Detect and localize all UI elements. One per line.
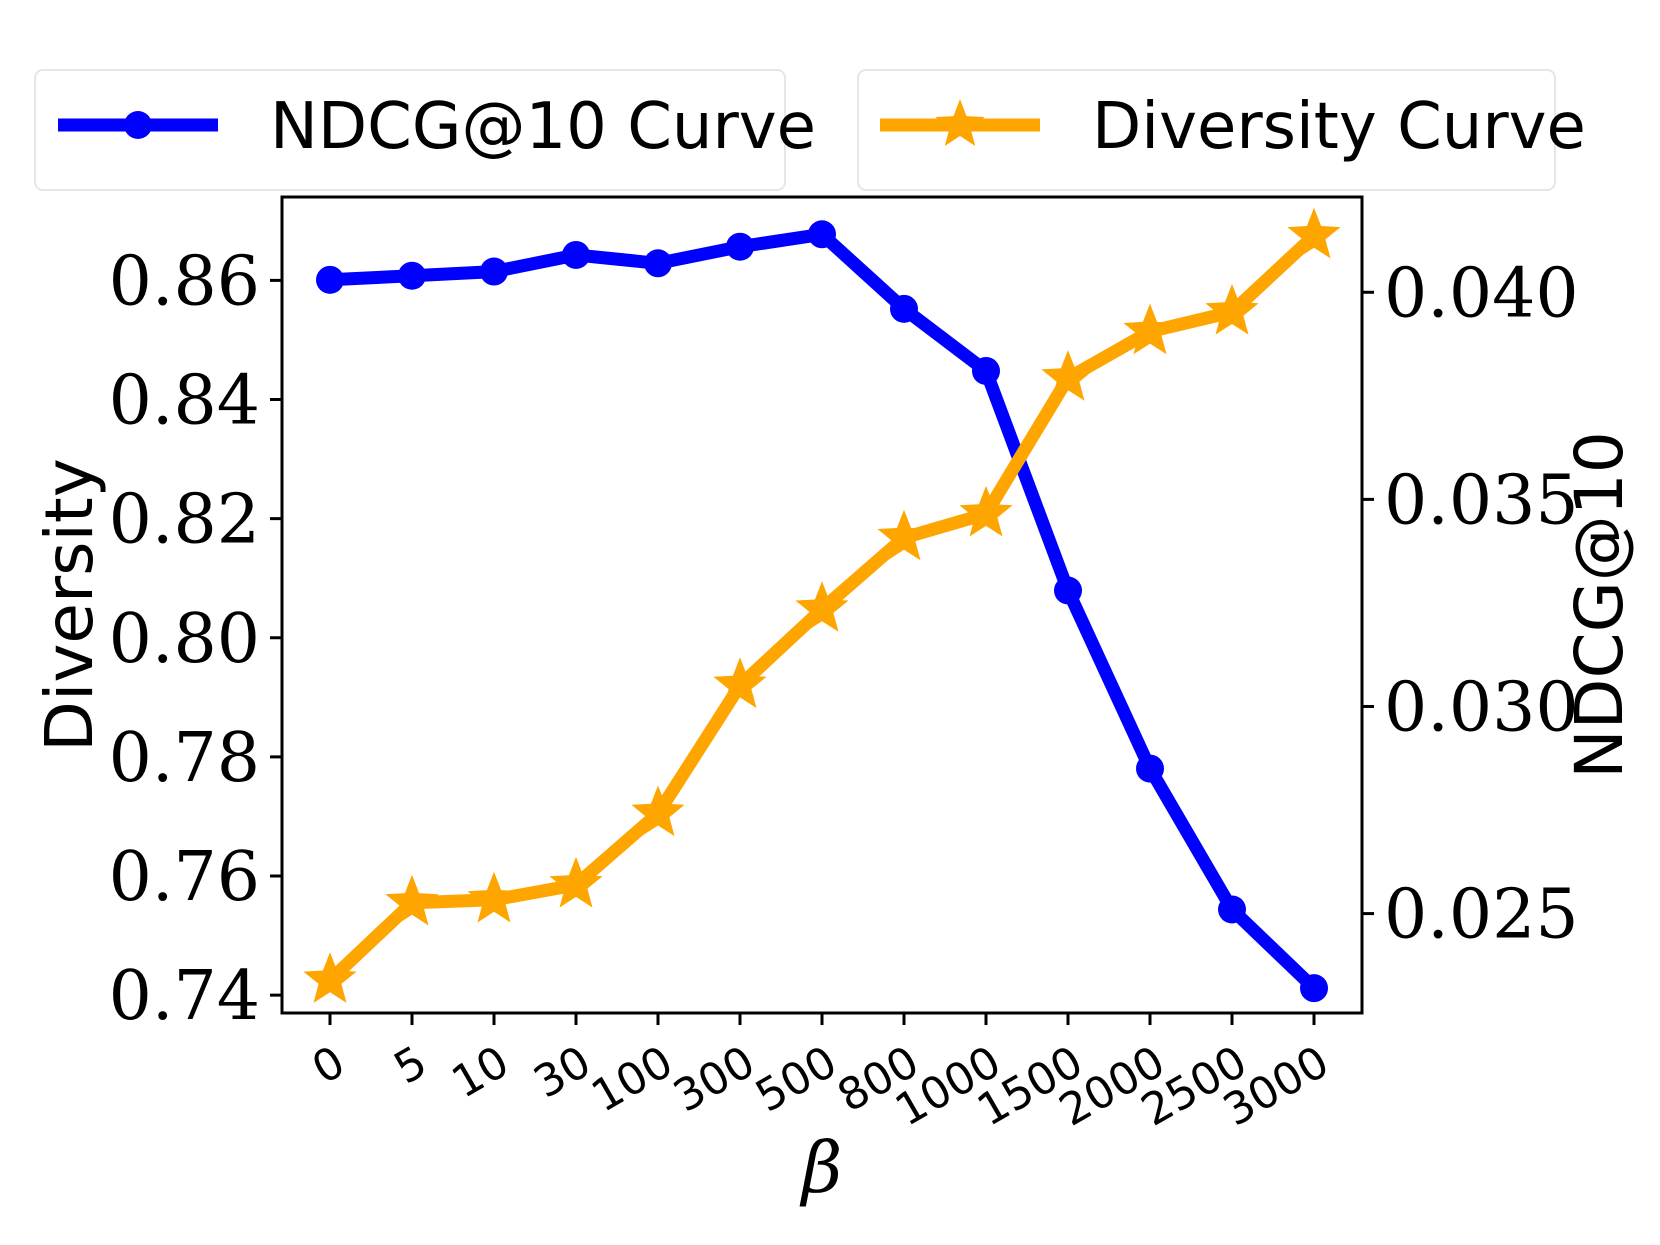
left-y-tick-label: 0.84: [109, 362, 260, 441]
y-axis-label-left: Diversity: [31, 458, 108, 752]
diversity-point: [1123, 303, 1177, 355]
legend: NDCG@10 Curve Diversity Curve: [34, 69, 1586, 191]
left-y-tick-label: 0.76: [109, 838, 260, 917]
ndcg-point: [808, 220, 836, 249]
legend-swatch-ndcg-marker: [124, 111, 152, 139]
legend-box-diversity: [857, 69, 1556, 191]
ndcg-point: [316, 265, 344, 294]
ndcg-point: [1054, 576, 1082, 605]
diversity-point: [1041, 350, 1095, 401]
diversity-point: [631, 785, 685, 837]
right-y-axis: 0.025 0.030 0.035 0.040: [1362, 254, 1579, 955]
diversity-point: [1287, 207, 1341, 259]
ndcg-point: [726, 232, 754, 261]
diversity-point: [959, 485, 1013, 537]
left-y-tick-label: 0.86: [109, 242, 260, 321]
diversity-point: [877, 509, 931, 561]
left-y-tick-label: 0.82: [109, 481, 260, 560]
right-y-tick-label: 0.040: [1384, 254, 1579, 333]
legend-label-diversity: Diversity Curve: [1092, 90, 1586, 164]
x-tick-label: 10: [444, 1036, 518, 1108]
ndcg-point: [480, 257, 508, 286]
left-y-tick-label: 0.78: [109, 719, 260, 798]
ndcg-point: [890, 294, 918, 323]
diversity-point: [713, 657, 767, 709]
ndcg-point: [1136, 754, 1164, 783]
x-axis-label: β: [799, 1127, 842, 1209]
x-tick-label: 5: [386, 1036, 436, 1094]
ndcg-point: [972, 356, 1000, 385]
diversity-point: [303, 952, 357, 1003]
left-y-tick-label: 0.80: [109, 600, 260, 679]
x-tick-label: 30: [526, 1036, 600, 1108]
diversity-point: [1205, 284, 1259, 335]
ndcg-point: [644, 249, 672, 278]
legend-swatch-diversity-marker: [935, 99, 985, 146]
legend-label-ndcg: NDCG@10 Curve: [270, 90, 816, 164]
ndcg-point: [562, 240, 590, 269]
diversity-point: [385, 874, 439, 926]
series-layer: [303, 207, 1341, 1003]
right-y-tick-label: 0.030: [1384, 668, 1579, 747]
diversity-point: [795, 581, 849, 632]
diversity-point: [549, 856, 603, 908]
x-tick-label: 0: [304, 1036, 354, 1094]
diversity-point: [467, 871, 521, 923]
left-y-axis: 0.74 0.76 0.78 0.80 0.82 0.84 0.86: [109, 242, 282, 1036]
right-y-tick-label: 0.025: [1384, 876, 1579, 955]
left-y-tick-label: 0.74: [109, 957, 260, 1036]
ndcg-point: [398, 261, 426, 290]
ndcg-point: [1218, 895, 1246, 924]
ndcg-point: [1300, 974, 1328, 1003]
right-y-tick-label: 0.035: [1384, 461, 1579, 540]
legend-box-ndcg: [34, 69, 786, 191]
y-axis-label-right: NDCG@10: [1561, 431, 1638, 778]
